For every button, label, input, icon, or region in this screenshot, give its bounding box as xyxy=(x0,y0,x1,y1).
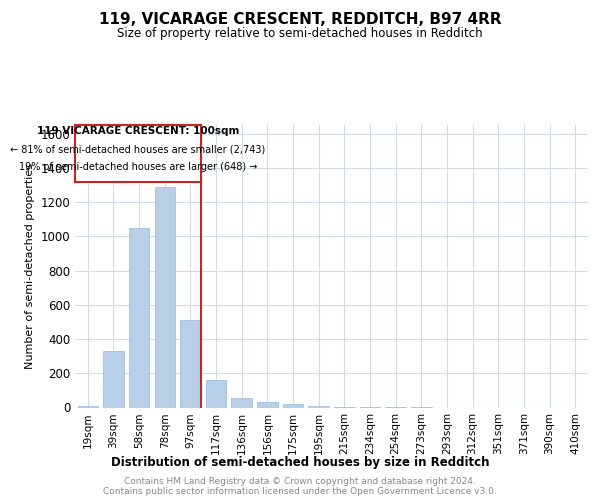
Text: ← 81% of semi-detached houses are smaller (2,743): ← 81% of semi-detached houses are smalle… xyxy=(10,144,265,154)
Bar xyxy=(283,404,303,407)
Bar xyxy=(129,228,149,408)
Bar xyxy=(103,351,124,408)
Bar xyxy=(155,186,175,408)
Text: 19% of semi-detached houses are larger (648) →: 19% of semi-detached houses are larger (… xyxy=(19,162,257,172)
Bar xyxy=(308,406,329,407)
Text: Size of property relative to semi-detached houses in Redditch: Size of property relative to semi-detach… xyxy=(117,28,483,40)
Y-axis label: Number of semi-detached properties: Number of semi-detached properties xyxy=(25,163,35,369)
Text: Contains HM Land Registry data © Crown copyright and database right 2024.: Contains HM Land Registry data © Crown c… xyxy=(124,476,476,486)
Text: 119, VICARAGE CRESCENT, REDDITCH, B97 4RR: 119, VICARAGE CRESCENT, REDDITCH, B97 4R… xyxy=(98,12,502,28)
Text: Contains public sector information licensed under the Open Government Licence v3: Contains public sector information licen… xyxy=(103,486,497,496)
Bar xyxy=(206,380,226,407)
Text: 119 VICARAGE CRESCENT: 100sqm: 119 VICARAGE CRESCENT: 100sqm xyxy=(37,126,239,136)
Bar xyxy=(334,407,355,408)
Bar xyxy=(180,320,200,408)
Bar xyxy=(257,402,278,407)
Text: Distribution of semi-detached houses by size in Redditch: Distribution of semi-detached houses by … xyxy=(111,456,489,469)
Bar xyxy=(232,398,252,407)
Bar xyxy=(77,406,98,407)
